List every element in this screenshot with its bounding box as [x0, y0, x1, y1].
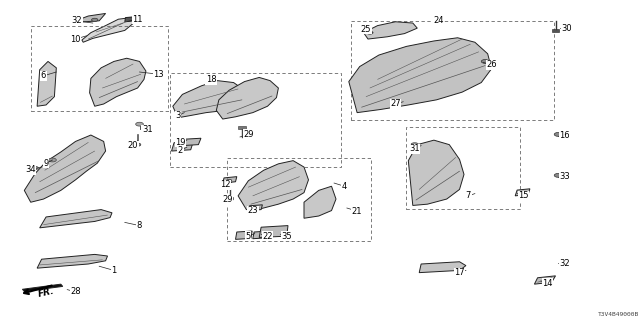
Circle shape — [227, 197, 234, 201]
Polygon shape — [173, 81, 248, 118]
Text: 26: 26 — [486, 60, 497, 69]
Polygon shape — [82, 18, 134, 42]
Polygon shape — [364, 22, 417, 39]
Text: 12: 12 — [220, 180, 230, 189]
Bar — [31, 26, 168, 111]
Circle shape — [227, 179, 232, 182]
Polygon shape — [24, 135, 106, 202]
Text: 21: 21 — [352, 207, 362, 216]
Polygon shape — [515, 189, 530, 196]
Text: 22: 22 — [262, 232, 273, 241]
Text: 24: 24 — [433, 16, 444, 25]
Text: 33: 33 — [559, 172, 570, 181]
Text: 11: 11 — [132, 15, 143, 24]
Text: 29: 29 — [222, 196, 232, 204]
Polygon shape — [236, 231, 252, 239]
Circle shape — [367, 31, 373, 34]
Circle shape — [554, 132, 562, 136]
Text: 14: 14 — [542, 279, 552, 288]
Text: 5: 5 — [246, 232, 251, 241]
Polygon shape — [37, 254, 108, 268]
Polygon shape — [90, 58, 146, 106]
Bar — [406, 127, 520, 209]
Text: 17: 17 — [454, 268, 465, 277]
Text: 31: 31 — [142, 125, 152, 134]
Polygon shape — [259, 226, 288, 237]
Bar — [351, 21, 554, 120]
Text: T3V4B49000B: T3V4B49000B — [598, 312, 639, 317]
Text: 2: 2 — [178, 146, 183, 155]
Text: 35: 35 — [282, 232, 292, 241]
Polygon shape — [182, 138, 201, 146]
Polygon shape — [238, 161, 308, 210]
Polygon shape — [223, 177, 237, 183]
Polygon shape — [22, 284, 63, 292]
Polygon shape — [216, 77, 278, 119]
Circle shape — [411, 143, 419, 147]
Circle shape — [49, 158, 56, 162]
Circle shape — [32, 166, 38, 170]
Text: 9: 9 — [44, 159, 49, 168]
Polygon shape — [304, 186, 336, 218]
Text: 34: 34 — [26, 165, 36, 174]
Bar — [170, 73, 341, 167]
Circle shape — [136, 122, 143, 126]
Polygon shape — [248, 205, 262, 211]
Circle shape — [481, 60, 489, 63]
Text: 18: 18 — [206, 76, 216, 84]
Text: 4: 4 — [342, 182, 347, 191]
Text: 1: 1 — [111, 266, 116, 275]
Text: 10: 10 — [70, 35, 81, 44]
Circle shape — [134, 143, 141, 146]
Text: 30: 30 — [561, 24, 572, 33]
Polygon shape — [125, 17, 136, 22]
Text: 31: 31 — [410, 144, 420, 153]
Polygon shape — [419, 262, 466, 273]
Polygon shape — [253, 231, 269, 239]
Text: 15: 15 — [518, 191, 529, 200]
Text: 32: 32 — [559, 259, 570, 268]
Bar — [238, 126, 246, 129]
Circle shape — [554, 173, 562, 177]
Text: 7: 7 — [466, 191, 471, 200]
Polygon shape — [37, 61, 56, 106]
Text: 32: 32 — [72, 16, 82, 25]
Text: FR.: FR. — [37, 286, 55, 299]
Text: 25: 25 — [361, 25, 371, 34]
Text: 8: 8 — [137, 221, 142, 230]
Polygon shape — [408, 140, 464, 205]
Bar — [552, 29, 559, 32]
Polygon shape — [40, 210, 112, 228]
Circle shape — [92, 18, 98, 21]
Polygon shape — [172, 141, 193, 151]
Polygon shape — [349, 38, 492, 113]
Polygon shape — [76, 13, 106, 22]
Bar — [227, 158, 371, 241]
Text: 20: 20 — [128, 141, 138, 150]
Text: 23: 23 — [248, 206, 258, 215]
Text: 3: 3 — [175, 111, 180, 120]
Polygon shape — [534, 276, 556, 284]
Text: 19: 19 — [175, 138, 186, 147]
Text: 28: 28 — [70, 287, 81, 296]
Text: 29: 29 — [243, 130, 253, 139]
Text: 16: 16 — [559, 132, 570, 140]
Text: 27: 27 — [390, 100, 401, 108]
Text: 6: 6 — [41, 71, 46, 80]
Text: 13: 13 — [154, 70, 164, 79]
